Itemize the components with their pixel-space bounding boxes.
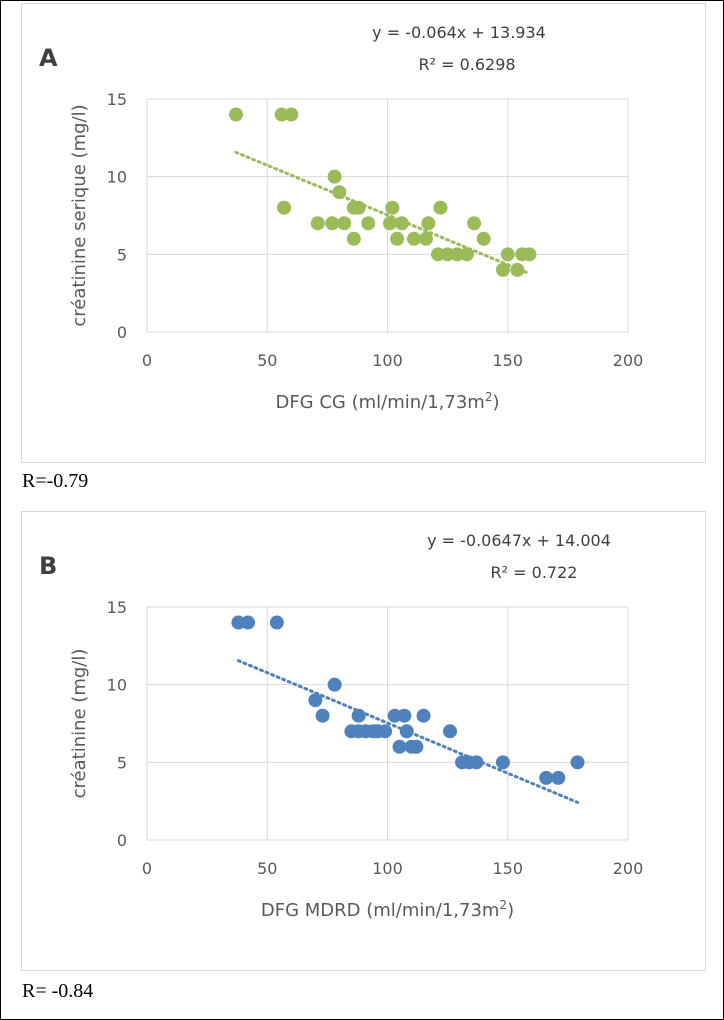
chart-a-y-tick-label: 0 — [117, 323, 127, 342]
chart-b-x-tick-label: 50 — [257, 859, 277, 878]
chart-a-data-point — [500, 247, 515, 262]
chart-a-data-point — [277, 200, 292, 215]
chart-b-data-point — [241, 615, 256, 630]
chart-b-data-point — [416, 708, 431, 723]
chart-a-data-point — [476, 231, 491, 246]
chart-a-y-axis-label: créatinine serique (mg/l) — [69, 104, 90, 326]
chart-b-y-tick-label: 0 — [117, 831, 127, 850]
chart-b-data-point — [315, 708, 330, 723]
chart-a-data-point — [406, 231, 421, 246]
correlation-a-text: R=-0.79 — [22, 470, 89, 492]
chart-a-x-tick-label: 100 — [372, 351, 403, 370]
chart-a-data-point — [382, 216, 397, 231]
chart-a-data-point — [337, 216, 352, 231]
chart-a-data-point — [385, 200, 400, 215]
chart-b-data-point — [269, 615, 284, 630]
chart-a-x-tick-label: 0 — [142, 351, 152, 370]
chart-b-data-point — [495, 755, 510, 770]
chart-a-data-point — [459, 247, 474, 262]
chart-a-data-point — [433, 200, 448, 215]
chart-a-trendline-equation: y = -0.064x + 13.934 — [372, 23, 546, 42]
chart-a-data-point — [390, 231, 405, 246]
chart-a-x-axis-label: DFG CG (ml/min/1,73m2) — [275, 390, 499, 413]
chart-a-y-tick-label: 10 — [107, 168, 127, 187]
chart-a-data-point — [284, 107, 299, 122]
correlation-b-text: R= -0.84 — [22, 980, 94, 1002]
chart-a-data-point — [274, 107, 289, 122]
chart-a-data-point — [495, 262, 510, 277]
chart-a-data-point — [310, 216, 325, 231]
chart-a-x-tick-label: 200 — [613, 351, 644, 370]
chart-a-data-point — [467, 216, 482, 231]
chart-b-data-point — [308, 693, 323, 708]
chart-a-data-point — [421, 216, 436, 231]
chart-a-data-point — [510, 262, 525, 277]
chart-b-data-point — [397, 708, 412, 723]
chart-b-panel-label: B — [39, 552, 57, 580]
chart-b-x-axis-label: DFG MDRD (ml/min/1,73m2) — [261, 898, 514, 921]
chart-a-data-point — [346, 231, 361, 246]
chart-b-data-point — [351, 708, 366, 723]
chart-b-trendline — [236, 659, 579, 804]
chart-a-x-tick-label: 150 — [492, 351, 523, 370]
chart-a-x-tick-label: 50 — [257, 351, 277, 370]
chart-b-data-point — [392, 739, 407, 754]
chart-b-data-point — [387, 708, 402, 723]
chart-b-y-tick-label: 10 — [107, 676, 127, 695]
chart-a-panel-label: A — [39, 44, 58, 72]
chart-b-data-point — [570, 755, 585, 770]
chart-b-data-point — [399, 724, 414, 739]
chart-a-data-point — [361, 216, 376, 231]
chart-b-y-tick-label: 15 — [107, 598, 127, 617]
chart-b-y-axis-label: créatinine (mg/l) — [69, 649, 90, 799]
chart-a-data-point — [394, 216, 409, 231]
chart-a-data-point — [450, 247, 465, 262]
chart-a-data-point — [522, 247, 537, 262]
chart-a-data-point — [332, 185, 347, 200]
chart-b-data-point — [409, 739, 424, 754]
chart-b-data-point — [551, 770, 566, 785]
chart-a-trendline — [234, 150, 531, 276]
chart-a-data-point — [325, 216, 340, 231]
chart-b-r-squared: R² = 0.722 — [491, 563, 578, 582]
chart-a-data-point — [228, 107, 243, 122]
chart-b-y-tick-label: 5 — [117, 753, 127, 772]
chart-a-data-point — [431, 247, 446, 262]
chart-a-data-point — [327, 169, 342, 184]
chart-b-data-point — [327, 677, 342, 692]
chart-b-data-point — [443, 724, 458, 739]
chart-b-trendline-equation: y = -0.0647x + 14.004 — [427, 531, 611, 550]
chart-a-data-point — [418, 231, 433, 246]
chart-b-x-tick-label: 100 — [372, 859, 403, 878]
chart-b-data-point — [469, 755, 484, 770]
chart-b-data-point — [231, 615, 246, 630]
chart-b-data-point — [378, 724, 393, 739]
chart-a-y-tick-label: 5 — [117, 245, 127, 264]
chart-a-y-tick-label: 15 — [107, 90, 127, 109]
chart-a-r-squared: R² = 0.6298 — [418, 55, 515, 74]
chart-b-data-point — [539, 770, 554, 785]
chart-b-x-tick-label: 0 — [142, 859, 152, 878]
chart-b-x-tick-label: 150 — [492, 859, 523, 878]
chart-a-data-point — [351, 200, 366, 215]
chart-a-data-point — [440, 247, 455, 262]
chart-b-x-tick-label: 200 — [613, 859, 644, 878]
